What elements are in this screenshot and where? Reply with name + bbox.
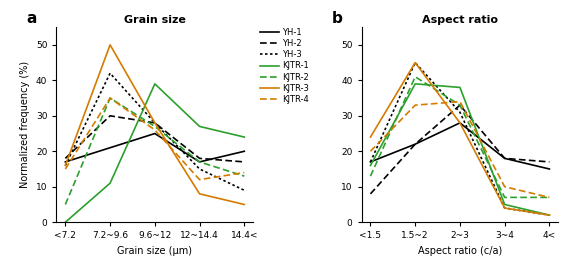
Title: Aspect ratio: Aspect ratio — [422, 15, 498, 25]
X-axis label: Grain size (μm): Grain size (μm) — [117, 246, 192, 256]
Text: b: b — [332, 11, 343, 27]
Text: a: a — [27, 11, 37, 27]
Legend: YH-1, YH-2, YH-3, KJTR-1, KJTR-2, KJTR-3, KJTR-4: YH-1, YH-2, YH-3, KJTR-1, KJTR-2, KJTR-3… — [259, 27, 310, 105]
Title: Grain size: Grain size — [124, 15, 186, 25]
X-axis label: Aspect ratio (c/a): Aspect ratio (c/a) — [418, 246, 502, 256]
Y-axis label: Normalized frequency (%): Normalized frequency (%) — [20, 61, 30, 188]
